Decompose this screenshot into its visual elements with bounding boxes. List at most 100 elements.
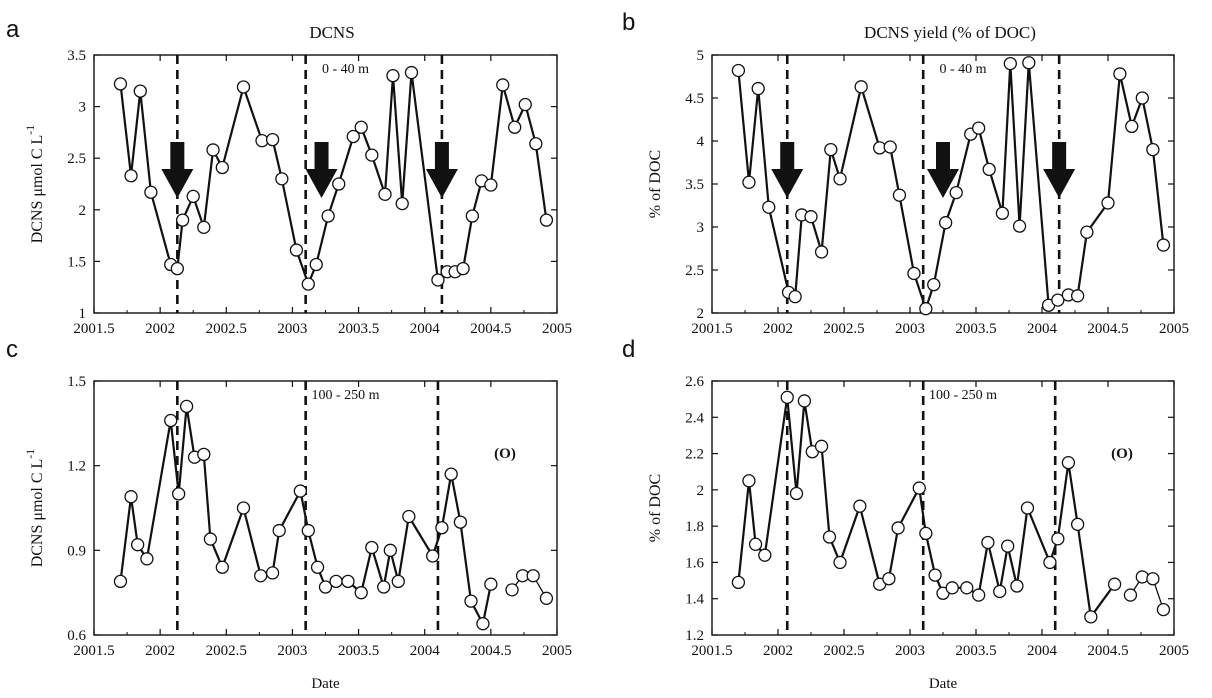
data-point	[981, 535, 995, 550]
data-point	[365, 540, 379, 555]
data-point	[982, 162, 996, 177]
data-point	[891, 521, 905, 535]
x-tick-label: 2002.5	[206, 643, 247, 659]
x-tick-label: 2002	[145, 321, 175, 337]
series-line	[737, 397, 1116, 620]
data-point	[197, 447, 211, 462]
y-axis-label-text: DCNS μmol C L	[29, 135, 46, 244]
data-point	[1043, 555, 1057, 570]
data-point	[526, 569, 540, 583]
data-point	[1070, 517, 1085, 531]
y-tick-label: 2.2	[685, 447, 704, 463]
data-point	[731, 575, 746, 590]
x-tick-label: 2004.5	[470, 643, 511, 659]
data-point	[748, 537, 763, 551]
data-point	[971, 588, 986, 602]
data-point	[1010, 579, 1024, 593]
data-point	[431, 273, 445, 287]
data-point	[164, 413, 178, 428]
data-point	[236, 80, 251, 94]
x-tick-label: 2005	[1159, 321, 1189, 337]
y-axis-label-text: % of DOC	[647, 150, 664, 218]
x-tick-label: 2004.5	[1087, 321, 1128, 337]
data-point	[789, 486, 804, 501]
data-point	[804, 210, 818, 224]
y-axis-label-text: DCNS μmol C L	[29, 459, 46, 568]
data-point	[1125, 119, 1139, 134]
x-tick-label: 2003	[895, 321, 925, 337]
data-point	[484, 577, 498, 591]
x-tick-label: 2004	[1027, 643, 1058, 659]
y-axis-label: % of DOC	[647, 150, 664, 218]
y-tick-label: 1.6	[685, 555, 704, 571]
data-point	[272, 523, 286, 538]
chart-panel-b: 2001.5 2002 2002.5 2003 2003.5 2004 2004.5 2005…	[622, 9, 1189, 337]
data-point	[993, 584, 1007, 599]
x-tick-label: 2003.5	[338, 643, 379, 659]
data-point	[236, 501, 251, 515]
data-point	[814, 439, 829, 453]
data-point	[854, 80, 868, 94]
data-point	[365, 148, 379, 162]
data-point	[310, 560, 325, 574]
data-point	[124, 490, 138, 504]
down-arrow	[425, 142, 458, 198]
data-point	[1101, 196, 1115, 210]
data-point	[907, 266, 921, 281]
data-point	[1107, 577, 1122, 591]
x-tick-label: 2003	[277, 321, 307, 337]
data-point	[883, 140, 897, 154]
data-point	[938, 216, 953, 230]
data-point	[508, 120, 522, 134]
data-point	[254, 569, 268, 583]
down-arrow	[305, 142, 338, 198]
y-tick-label: 3	[697, 220, 705, 236]
panel-title: DCNS	[309, 23, 354, 42]
data-point	[265, 132, 280, 147]
y-tick-label: 1	[79, 306, 87, 322]
y-tick-label: 2	[697, 306, 705, 322]
data-point	[995, 206, 1010, 220]
y-tick-label: 3.5	[685, 177, 704, 193]
data-point	[465, 209, 479, 223]
data-point	[971, 121, 986, 135]
panel-letter: a	[6, 16, 20, 43]
data-point	[919, 526, 933, 541]
data-point	[113, 77, 128, 91]
data-point	[758, 548, 772, 562]
data-point	[927, 277, 941, 292]
data-point	[1156, 238, 1171, 252]
data-point	[1135, 91, 1149, 105]
data-point	[960, 581, 974, 595]
y-tick-label: 2	[79, 203, 87, 219]
x-tick-label: 2003	[895, 643, 925, 659]
y-tick-label: 2.5	[67, 151, 86, 167]
x-tick-label: 2004.5	[1087, 643, 1128, 659]
data-point	[309, 257, 323, 272]
data-point	[354, 120, 368, 134]
y-tick-label: 4	[697, 134, 705, 150]
panel-title: DCNS yield (% of DOC)	[864, 23, 1036, 42]
depth-label: 0 - 40 m	[939, 62, 986, 77]
x-tick-label: 2005	[542, 321, 572, 337]
data-point	[505, 583, 519, 597]
data-point	[144, 185, 158, 199]
data-point	[391, 574, 405, 589]
data-point	[1022, 56, 1036, 70]
data-point	[203, 532, 218, 546]
data-point	[476, 617, 490, 631]
data-point	[464, 594, 478, 608]
x-tick-label: 2002.5	[206, 321, 247, 337]
y-tick-label: 1.2	[685, 628, 704, 644]
data-point	[332, 177, 346, 191]
y-tick-label: 3	[79, 100, 87, 116]
data-point	[321, 209, 335, 223]
data-point	[383, 543, 397, 557]
x-tick-label: 2004.5	[470, 321, 511, 337]
data-point	[822, 530, 837, 544]
y-axis-label-text: % of DOC	[647, 474, 664, 542]
data-point	[435, 521, 449, 535]
data-point	[1061, 455, 1076, 470]
data-point	[814, 245, 829, 259]
data-point	[1070, 289, 1085, 303]
